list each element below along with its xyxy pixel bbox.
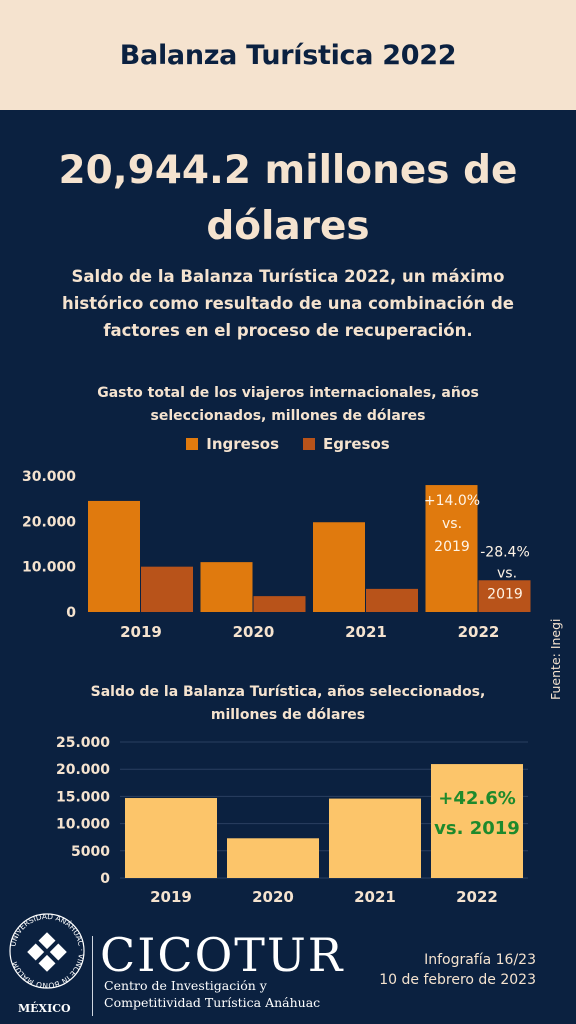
headline-amount: 20,944.2 millones de dólares [0, 143, 576, 255]
chart2-xtick-label: 2019 [150, 888, 192, 906]
chart2-title-line-1: Saldo de la Balanza Turística, años sele… [90, 684, 486, 700]
chart1-annotation-egresos: 2019 [487, 586, 523, 602]
chart1-xtick-label: 2020 [233, 623, 275, 641]
chart1-bar-egresos-2021 [366, 588, 418, 612]
source-note: Fuente: Inegi [548, 618, 563, 700]
brand-logo-text: CICOTUR [100, 928, 345, 982]
chart1-title: Gasto total de los viajeros internaciona… [60, 382, 516, 428]
university-seal-logo: UNIVERSIDAD ANÁHUAC · VINCE IN BONO MALU… [8, 912, 86, 990]
svg-text:UNIVERSIDAD ANÁHUAC · VINCE IN: UNIVERSIDAD ANÁHUAC · VINCE IN BONO MALU… [8, 912, 86, 990]
chart1-title-line-1: Gasto total de los viajeros internaciona… [97, 385, 479, 401]
chart1-xtick-label: 2021 [345, 623, 387, 641]
chart1-xtick-label: 2019 [120, 623, 162, 641]
seal-country: MÉXICO [18, 1002, 71, 1015]
chart2-bar-2021 [329, 798, 421, 878]
infographic-number: Infografía 16/23 [424, 952, 536, 968]
chart1-legend: Ingresos Egresos [0, 435, 576, 453]
chart1-bar-ingresos-2022 [425, 485, 478, 612]
chart2-xtick-label: 2021 [354, 888, 396, 906]
chart1-ytick-label: 20.000 [22, 514, 76, 530]
chart2-ytick-label: 5000 [71, 844, 110, 860]
chart1-title-line-2: seleccionados, millones de dólares [150, 408, 426, 424]
chart2-annotation: vs. 2019 [434, 818, 520, 839]
legend-item-egresos: Egresos [303, 435, 390, 453]
publication-date: 10 de febrero de 2023 [379, 972, 536, 988]
infographic-info: Infografía 16/23 10 de febrero de 2023 [379, 950, 536, 990]
chart2-ytick-label: 20.000 [56, 762, 110, 778]
chart1-bar-ingresos-2019 [88, 500, 140, 612]
chart2-bar-2019 [125, 798, 217, 878]
chart1-bar-ingresos-2021 [313, 522, 365, 612]
legend-swatch-ingresos [186, 438, 199, 450]
chart2-title: Saldo de la Balanza Turística, años sele… [60, 681, 516, 727]
legend-item-ingresos: Ingresos [186, 435, 279, 453]
chart2-ytick-label: 0 [100, 871, 110, 887]
chart1-annotation-ingresos: 2019 [434, 539, 470, 555]
chart2-ytick-label: 15.000 [56, 789, 110, 805]
headline-line-2: dólares [206, 204, 370, 249]
chart2-xtick-label: 2020 [252, 888, 294, 906]
chart1-annotation-ingresos: +14.0% [424, 493, 480, 509]
chart1-annotation-egresos: vs. [497, 565, 517, 581]
chart2-svg: 0 5000 10.000 15.000 20.000 25.000 2019 2020 202… [56, 735, 528, 906]
chart2-title-line-2: millones de dólares [210, 707, 366, 723]
chart1-bar-ingresos-2020 [200, 562, 253, 612]
chart1-bar-egresos-2019 [141, 566, 193, 612]
chart2-xtick-label: 2022 [456, 888, 498, 906]
chart1-ytick-label: 0 [66, 605, 76, 621]
chart2-ytick-label: 10.000 [56, 817, 110, 833]
footer: UNIVERSIDAD ANÁHUAC · VINCE IN BONO MALU… [0, 910, 576, 1024]
brand-subtitle: Centro de Investigación y Competitividad… [104, 977, 320, 1011]
page-title: Balanza Turística 2022 [119, 39, 457, 71]
description-line-3: factores en el proceso de recuperación. [103, 321, 473, 340]
chart1-ytick-label: 10.000 [22, 560, 76, 576]
brand-subtitle-line-2: Competitividad Turística Anáhuac [104, 995, 321, 1010]
chart1-annotation-ingresos: vs. [442, 516, 462, 532]
description-line-1: Saldo de la Balanza Turística 2022, un m… [71, 267, 505, 286]
chart2-ytick-label: 25.000 [56, 735, 110, 751]
chart2-bar-2022 [431, 764, 523, 878]
description-line-2: histórico como resultado de una combinac… [62, 294, 514, 313]
chart2-annotation: +42.6% [438, 788, 516, 809]
legend-label-egresos: Egresos [323, 435, 390, 453]
legend-swatch-egresos [303, 438, 315, 450]
chart1-svg: 0 10.000 20.000 30.000 2019 2020 2021 2022 +14.0… [22, 469, 531, 641]
chart1-xtick-label: 2022 [458, 623, 500, 641]
headline-line-1: 20,944.2 millones de [58, 148, 518, 193]
footer-divider [92, 936, 93, 1016]
legend-label-ingresos: Ingresos [206, 435, 279, 453]
chart1-ytick-label: 30.000 [22, 469, 76, 485]
headline-description: Saldo de la Balanza Turística 2022, un m… [40, 263, 536, 344]
chart1-bar-egresos-2020 [253, 596, 306, 612]
chart1-annotation-egresos: -28.4% [480, 544, 530, 560]
chart1-bar-egresos-2022 [478, 580, 531, 612]
header-banner: Balanza Turística 2022 [0, 0, 576, 110]
brand-subtitle-line-1: Centro de Investigación y [104, 978, 267, 993]
chart2-bar-2020 [227, 838, 319, 878]
